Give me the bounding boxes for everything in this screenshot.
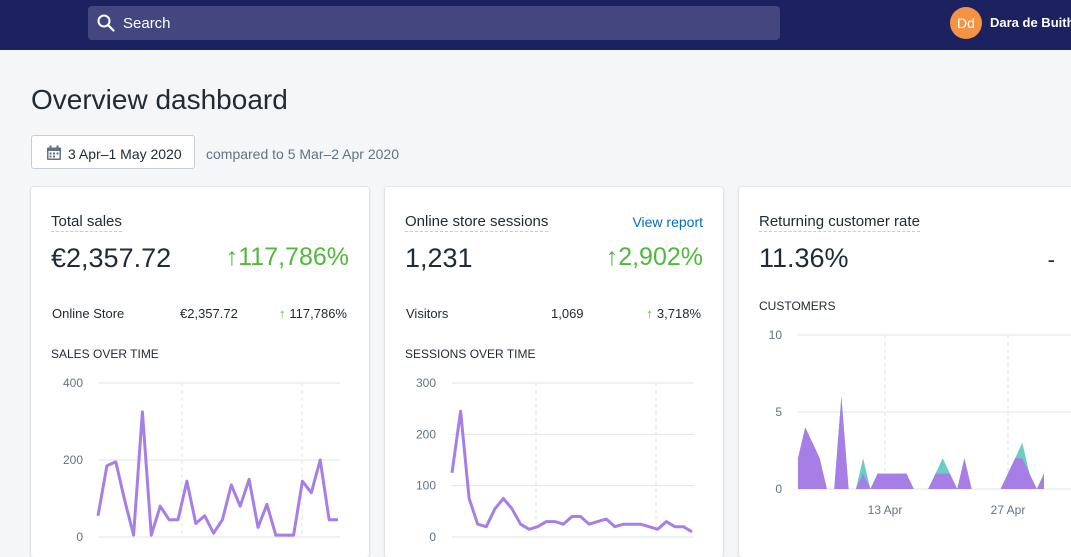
breakdown-change: ↑117,786% <box>279 306 347 321</box>
customers-chart: 0 5 10 13 Apr 27 Apr <box>739 322 1071 522</box>
y-tick-label: 0 <box>775 482 782 496</box>
y-tick-label: 200 <box>416 427 436 441</box>
y-tick-label: 5 <box>775 405 782 419</box>
card-title[interactable]: Total sales <box>51 213 122 232</box>
breakdown-change: ↑3,718% <box>646 306 701 321</box>
chart-title: SALES OVER TIME <box>51 347 159 361</box>
top-bar: Search Dd Dara de Buith <box>0 0 1071 50</box>
search-bar[interactable]: Search <box>88 6 780 40</box>
card-title[interactable]: Online store sessions <box>405 213 548 232</box>
sales-chart: 0 200 400 <box>31 362 369 557</box>
total-sales-value: €2,357.72 <box>51 243 171 274</box>
series-line <box>452 411 692 532</box>
calendar-icon <box>46 145 62 161</box>
chart-title: SESSIONS OVER TIME <box>405 347 535 361</box>
returning-rate-value: 11.36% <box>759 243 849 274</box>
x-tick-label: 13 Apr <box>868 503 903 517</box>
date-range-button[interactable]: 3 Apr–1 May 2020 <box>31 135 195 169</box>
arrow-up-icon: ↑ <box>279 306 286 321</box>
arrow-up-icon: ↑ <box>226 243 239 271</box>
y-tick-label: 100 <box>416 479 436 493</box>
comparison-text: compared to 5 Mar–2 Apr 2020 <box>206 146 399 162</box>
card-title[interactable]: Returning customer rate <box>759 213 920 232</box>
search-icon <box>97 14 115 32</box>
y-tick-label: 400 <box>63 376 83 390</box>
y-tick-label: 0 <box>429 530 436 544</box>
sessions-value: 1,231 <box>405 243 473 274</box>
view-report-link[interactable]: View report <box>632 214 703 230</box>
search-placeholder: Search <box>123 15 171 32</box>
breakdown-value: €2,357.72 <box>180 306 238 321</box>
page-title: Overview dashboard <box>31 84 288 116</box>
breakdown-label: Visitors <box>406 306 448 321</box>
arrow-up-icon: ↑ <box>606 243 619 271</box>
chart-title: CUSTOMERS <box>759 299 835 313</box>
date-range-label: 3 Apr–1 May 2020 <box>68 146 182 162</box>
total-sales-card: Total sales €2,357.72 ↑117,786% Online S… <box>31 187 369 557</box>
y-tick-label: 0 <box>76 530 83 544</box>
arrow-up-icon: ↑ <box>646 306 653 321</box>
total-sales-change: ↑117,786% <box>226 243 349 272</box>
returning-rate-change: - <box>1048 247 1055 273</box>
breakdown-label: Online Store <box>52 306 124 321</box>
y-tick-label: 300 <box>416 376 436 390</box>
sessions-change: ↑2,902% <box>606 243 703 272</box>
y-tick-label: 200 <box>63 453 83 467</box>
user-name[interactable]: Dara de Buith <box>990 15 1071 30</box>
avatar[interactable]: Dd <box>950 7 982 39</box>
y-tick-label: 10 <box>769 328 783 342</box>
sessions-card: Online store sessions View report 1,231 … <box>385 187 723 557</box>
breakdown-value: 1,069 <box>551 306 584 321</box>
returning-customer-card: Returning customer rate 11.36% - CUSTOME… <box>739 187 1071 557</box>
series-area <box>798 397 1044 489</box>
x-tick-label: 27 Apr <box>991 503 1026 517</box>
sessions-chart: 0 100 200 300 <box>385 362 723 557</box>
